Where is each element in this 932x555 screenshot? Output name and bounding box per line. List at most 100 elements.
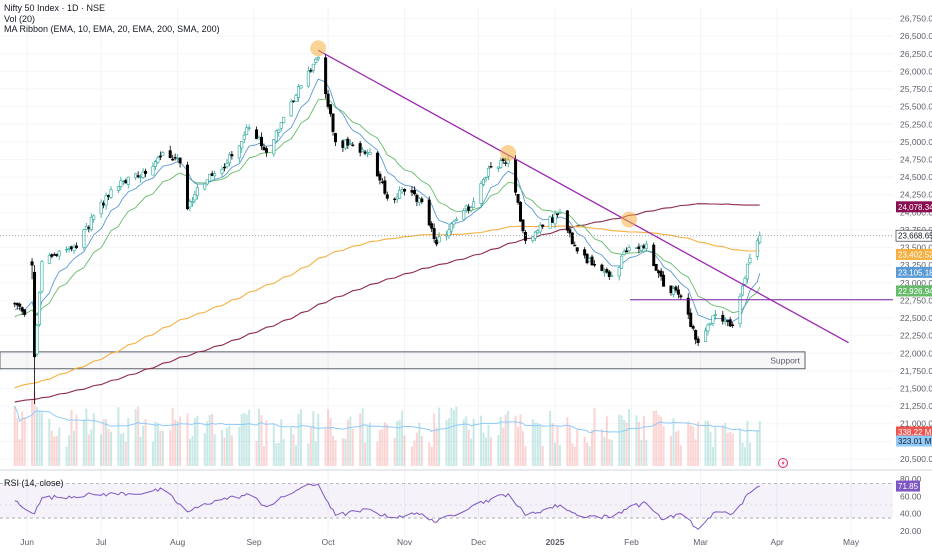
volume-bar — [573, 446, 576, 466]
candle-body — [292, 100, 296, 102]
candle-body — [72, 246, 76, 252]
volume-bar — [23, 417, 26, 466]
candle-body — [50, 254, 54, 257]
candle-body — [435, 239, 439, 245]
candle-body — [208, 173, 212, 182]
volume-badge-text: 338.22 M — [898, 428, 932, 437]
candle-body — [136, 175, 140, 177]
volume-bar — [36, 407, 39, 466]
volume-bar — [191, 436, 194, 466]
volume-bar — [677, 430, 680, 466]
candle-body — [723, 320, 727, 322]
candle-body — [590, 256, 594, 266]
volume-bar — [450, 407, 453, 466]
support-label: Support — [770, 355, 800, 365]
volume-bar — [295, 445, 298, 466]
volume-bar — [455, 406, 458, 466]
candle-body — [99, 201, 103, 215]
volume-bar — [117, 407, 120, 466]
volume-bar — [620, 415, 623, 466]
volume-badge — [896, 435, 932, 447]
volume-bar — [206, 421, 209, 466]
volume-bar — [726, 432, 729, 466]
candle-body — [47, 255, 51, 264]
candle-body — [168, 150, 172, 159]
candle-body — [600, 264, 604, 271]
volume-bar — [608, 439, 611, 466]
volume-bar — [586, 442, 589, 466]
candle-body — [583, 249, 587, 256]
volume-bar — [694, 439, 697, 466]
volume-bar — [623, 420, 626, 466]
candle-body — [262, 146, 266, 151]
volume-bar — [139, 436, 142, 466]
volume-bar — [349, 416, 352, 466]
candle-body — [393, 198, 397, 201]
y-axis-tick-label: 26,750.00 — [900, 14, 932, 24]
candle-body — [637, 246, 641, 250]
pivot-marker-circle — [310, 40, 327, 57]
volume-bar — [603, 436, 606, 466]
volume-bar — [420, 436, 423, 466]
volume-bar — [65, 446, 68, 466]
volume-bar — [645, 439, 648, 466]
x-axis-tick-label: Jun — [20, 537, 34, 547]
volume-bar — [637, 421, 640, 466]
rsi-axis-tick-label: 20.00 — [900, 526, 922, 536]
candle-body — [617, 267, 621, 277]
candle-body — [691, 326, 695, 329]
volume-bar — [445, 420, 448, 466]
volume-bar — [465, 416, 468, 466]
candle-body — [306, 70, 310, 87]
candle-body — [156, 157, 160, 163]
volume-bar — [100, 434, 103, 466]
price-badge-text: 22,926.94 — [898, 287, 932, 296]
volume-bar — [401, 410, 404, 466]
volume-bar — [151, 441, 154, 466]
candle-body — [240, 141, 244, 149]
volume-bar — [314, 441, 317, 466]
candle-body — [464, 205, 468, 210]
volume-bar — [539, 425, 542, 466]
candle-body — [652, 244, 656, 267]
candle-body — [627, 247, 631, 252]
volume-bar — [576, 429, 579, 466]
candle-body — [107, 195, 111, 197]
candle-body — [18, 303, 22, 307]
volume-bar — [299, 409, 302, 466]
volume-bar — [48, 418, 51, 466]
volume-bar — [536, 422, 539, 466]
candle-body — [745, 263, 749, 280]
candle-body — [296, 86, 300, 98]
candle-body — [33, 271, 37, 358]
candle-body — [548, 216, 552, 229]
volume-bar — [38, 411, 41, 466]
candle-body — [311, 63, 315, 71]
candle-body — [23, 309, 27, 315]
candle-body — [706, 324, 710, 332]
volume-bar — [238, 426, 241, 466]
price-badge-text: 24,078.34 — [898, 203, 932, 212]
volume-bar — [499, 416, 502, 466]
candle-body — [538, 224, 542, 233]
volume-bar — [568, 425, 571, 466]
y-axis-tick-label: 26,000.00 — [900, 66, 932, 76]
volume-bar — [413, 440, 416, 466]
candle-body — [541, 224, 545, 227]
volume-bar — [159, 430, 162, 466]
volume-bar — [467, 429, 470, 466]
candle-body — [158, 155, 162, 158]
candle-body — [141, 171, 145, 179]
volume-bar — [324, 427, 327, 466]
volume-bar — [154, 421, 157, 466]
candle-body — [585, 253, 589, 264]
ema-20-line — [14, 98, 761, 318]
candle-body — [657, 270, 661, 274]
volume-bar — [714, 427, 717, 466]
volume-bar — [275, 443, 278, 466]
volume-bar — [240, 414, 243, 466]
candle-body — [755, 240, 759, 257]
candle-body — [363, 151, 367, 154]
